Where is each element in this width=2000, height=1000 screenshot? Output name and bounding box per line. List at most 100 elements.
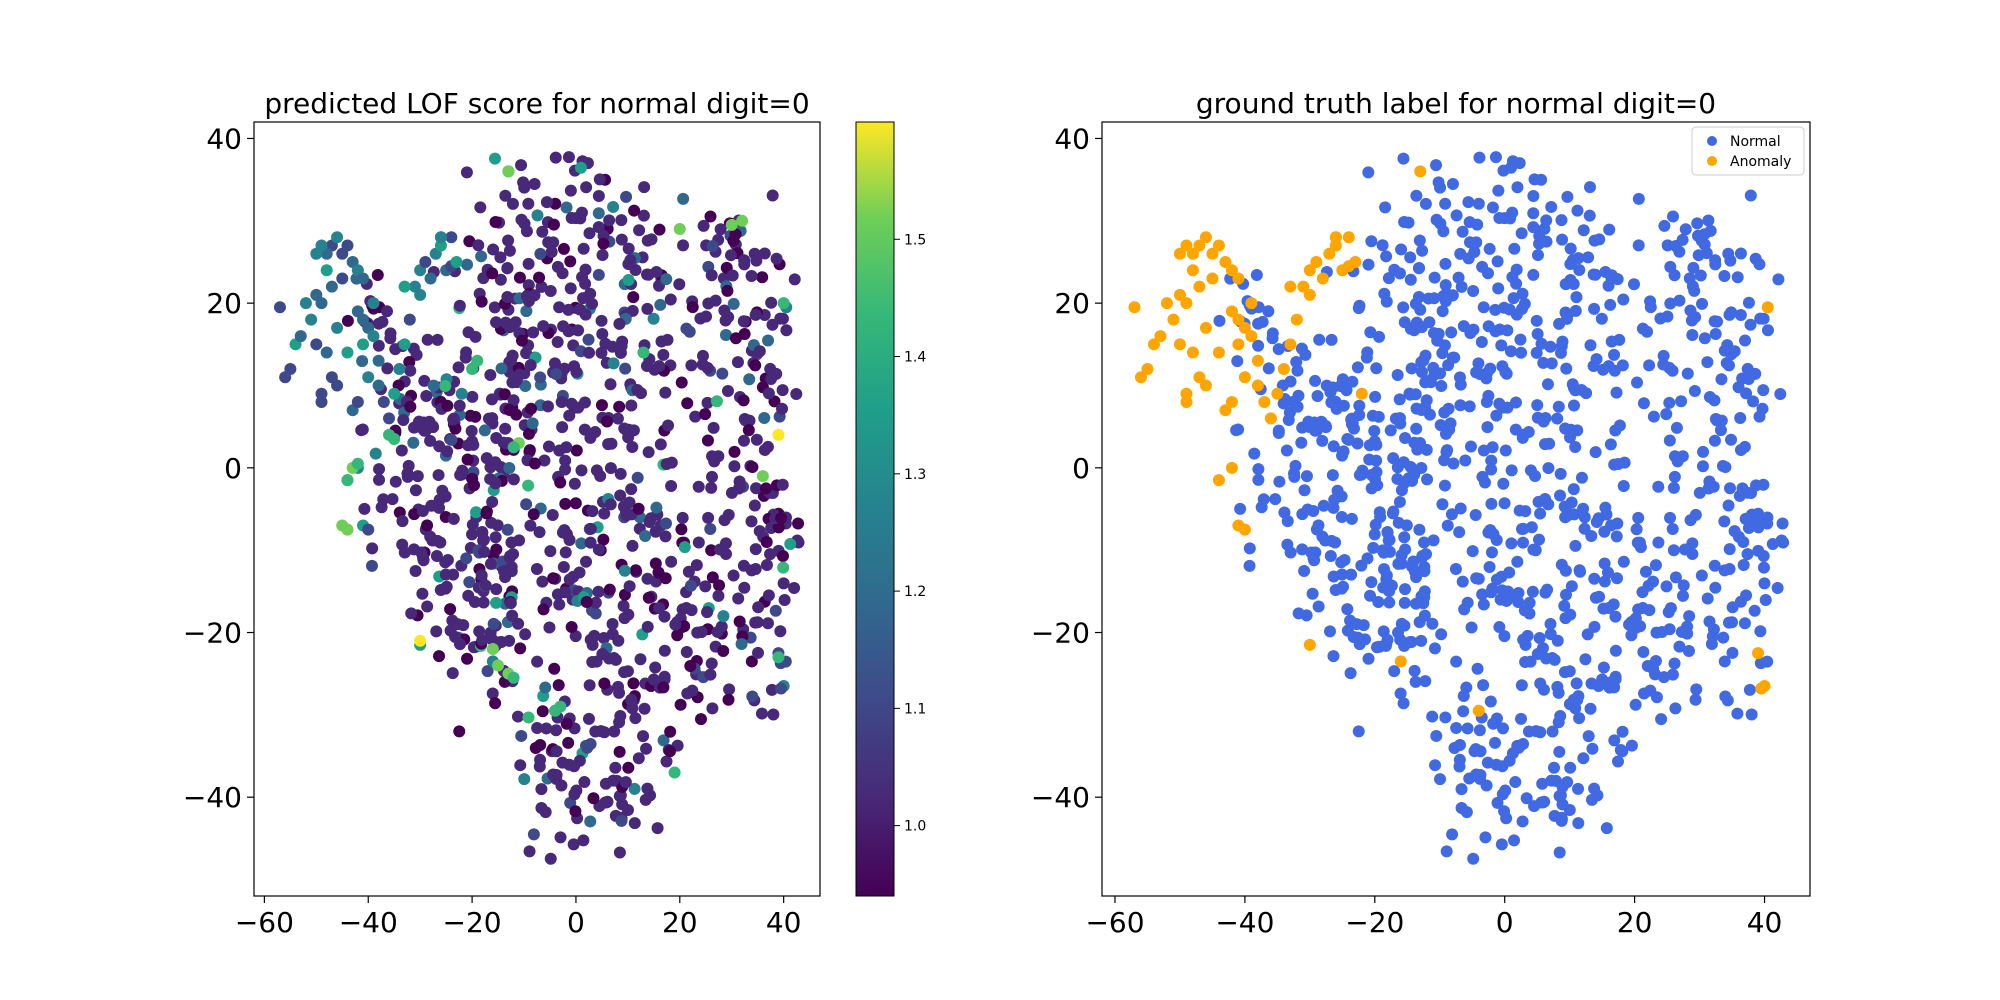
lof-point xyxy=(753,525,766,538)
normal-point xyxy=(1668,269,1681,282)
normal-point xyxy=(1566,254,1579,267)
lof-point xyxy=(384,332,397,345)
normal-point xyxy=(1472,357,1485,370)
lof-point xyxy=(404,364,417,377)
anomaly-point xyxy=(1355,387,1368,400)
lof-point xyxy=(665,479,678,492)
lof-point xyxy=(574,161,587,174)
normal-point xyxy=(1682,644,1695,657)
legend-marker-normal xyxy=(1707,136,1717,146)
lof-point xyxy=(629,712,642,725)
lof-point xyxy=(766,189,779,202)
normal-point xyxy=(1492,184,1505,197)
anomaly-point xyxy=(1167,313,1180,326)
normal-point xyxy=(1497,722,1510,735)
normal-point xyxy=(1554,709,1567,722)
lof-point-high xyxy=(492,659,505,672)
normal-point xyxy=(1734,443,1747,456)
lof-point xyxy=(617,599,630,612)
lof-point xyxy=(597,237,610,250)
normal-point xyxy=(1368,528,1381,541)
normal-point xyxy=(1571,204,1584,217)
normal-point xyxy=(1776,517,1789,530)
normal-point xyxy=(1397,301,1410,314)
normal-point xyxy=(1393,393,1406,406)
lof-point xyxy=(697,219,710,232)
normal-point xyxy=(1616,725,1629,738)
lof-point xyxy=(765,296,778,309)
lof-point xyxy=(528,457,541,470)
lof-point xyxy=(659,530,672,543)
normal-point xyxy=(1397,152,1410,165)
lof-point xyxy=(638,181,651,194)
lof-point xyxy=(522,427,535,440)
normal-point xyxy=(1428,292,1441,305)
normal-point xyxy=(1685,314,1698,327)
normal-point xyxy=(1652,480,1665,493)
normal-point xyxy=(1639,565,1652,578)
lof-point xyxy=(519,380,532,393)
lof-point xyxy=(749,543,762,556)
lof-point xyxy=(659,517,672,530)
lof-point xyxy=(615,340,628,353)
lof-point xyxy=(320,264,333,277)
lof-point xyxy=(622,273,635,286)
lof-point xyxy=(559,497,572,510)
normal-point xyxy=(1655,713,1668,726)
anomaly-point xyxy=(1238,321,1251,334)
normal-point xyxy=(1553,846,1566,859)
normal-point xyxy=(1772,273,1785,286)
anomaly-point xyxy=(1271,387,1284,400)
normal-point xyxy=(1546,725,1559,738)
normal-point xyxy=(1547,761,1560,774)
normal-point xyxy=(1337,399,1350,412)
left-plot: predicted LOF score for normal digit=0 −… xyxy=(183,87,821,939)
anomaly-point xyxy=(1258,395,1271,408)
lof-point xyxy=(336,272,349,285)
normal-point xyxy=(1473,724,1486,737)
normal-point xyxy=(1556,798,1569,811)
normal-point xyxy=(1660,408,1673,421)
lof-point xyxy=(745,655,758,668)
normal-point xyxy=(1561,776,1574,789)
lof-point xyxy=(581,741,594,754)
normal-point xyxy=(1551,634,1564,647)
lof-point xyxy=(613,745,626,758)
lof-point xyxy=(680,601,693,614)
normal-point xyxy=(1435,628,1448,641)
lof-point xyxy=(453,299,466,312)
normal-point xyxy=(1435,380,1448,393)
normal-point xyxy=(1507,292,1520,305)
normal-point xyxy=(1399,583,1412,596)
lof-point xyxy=(673,278,686,291)
normal-point xyxy=(1464,440,1477,453)
normal-point xyxy=(1657,349,1670,362)
lof-point xyxy=(769,604,782,617)
normal-point xyxy=(1644,301,1657,314)
lof-point xyxy=(719,547,732,560)
normal-point xyxy=(1569,539,1582,552)
lof-point xyxy=(708,455,721,468)
normal-point xyxy=(1351,361,1364,374)
lof-point xyxy=(788,582,801,595)
lof-point xyxy=(315,387,328,400)
normal-point xyxy=(1516,431,1529,444)
lof-point xyxy=(790,388,803,401)
normal-point xyxy=(1376,239,1389,252)
lof-point-high xyxy=(554,700,567,713)
lof-point xyxy=(488,152,501,165)
lof-point xyxy=(598,677,611,690)
lof-point xyxy=(612,634,625,647)
normal-point xyxy=(1636,322,1649,335)
normal-point xyxy=(1612,755,1625,768)
lof-point xyxy=(371,269,384,282)
lof-point xyxy=(662,419,675,432)
lof-point xyxy=(733,615,746,628)
lof-point xyxy=(595,314,608,327)
lof-point xyxy=(589,725,602,738)
lof-point xyxy=(441,399,454,412)
lof-point xyxy=(750,254,763,267)
lof-point xyxy=(513,271,526,284)
lof-point xyxy=(738,327,751,340)
